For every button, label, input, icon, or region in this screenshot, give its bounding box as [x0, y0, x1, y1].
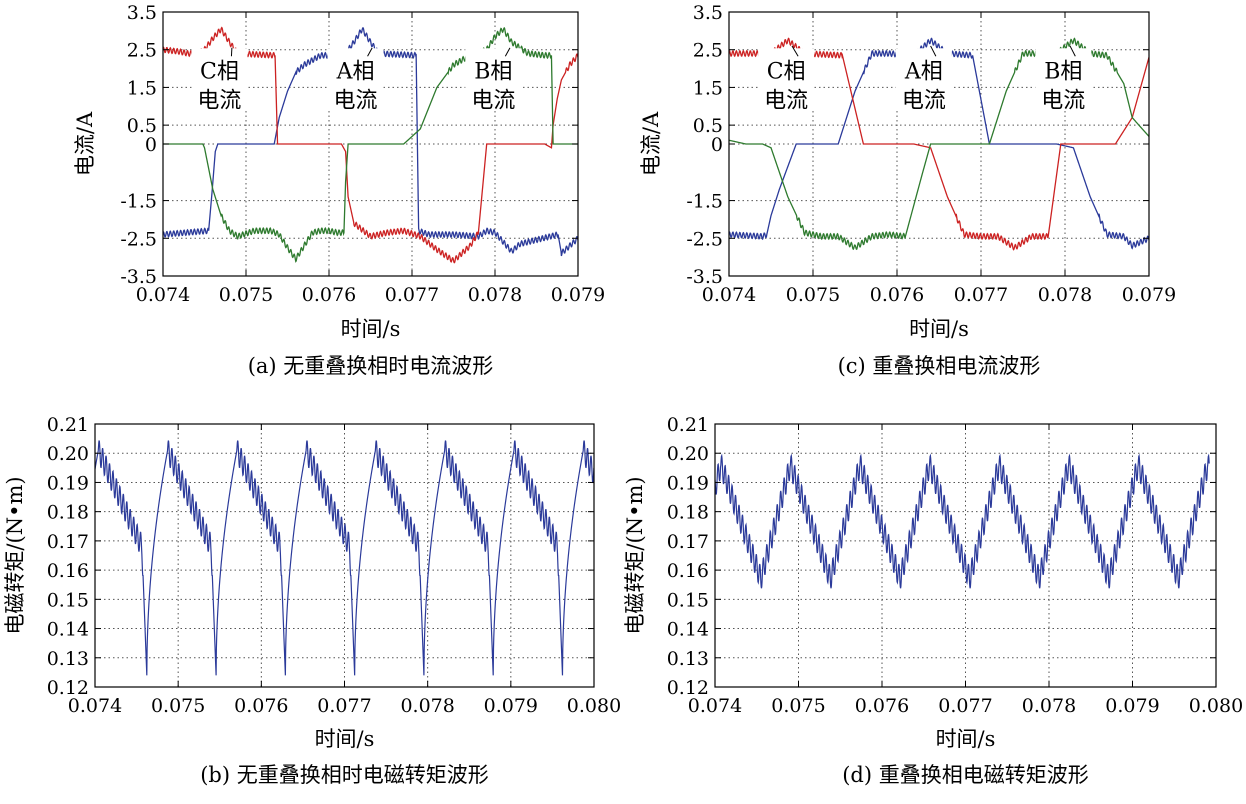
- y-tick-label: -3.5: [686, 266, 723, 288]
- y-tick-label: 0.20: [47, 443, 89, 465]
- y-tick-label: 0.16: [667, 560, 709, 582]
- figure-caption: (a) 无重叠换相时电流波形: [248, 354, 494, 378]
- y-tick-label: -3.5: [120, 266, 157, 288]
- x-tick-label: 0.079: [484, 695, 538, 717]
- x-axis-label: 时间/s: [341, 317, 401, 341]
- y-axis-label: 电磁转矩/(N•m): [623, 476, 647, 634]
- y-tick-label: 0.19: [667, 472, 709, 494]
- x-tick-label: 0.079: [551, 284, 605, 306]
- y-tick-label: -1.5: [686, 191, 723, 213]
- x-tick-label: 0.080: [1189, 695, 1243, 717]
- y-tick-label: 0: [711, 134, 723, 156]
- y-axis-label: 电流/A: [73, 111, 97, 176]
- x-tick-label: 0.077: [938, 695, 992, 717]
- y-tick-label: 0.18: [47, 502, 89, 524]
- annotation-line2: 电流: [1041, 88, 1085, 113]
- y-tick-label: 0.17: [47, 531, 89, 553]
- y-tick-label: 0.13: [47, 648, 89, 670]
- figure-caption: (c) 重叠换相电流波形: [838, 354, 1041, 378]
- x-tick-label: 0.076: [302, 284, 356, 306]
- annotation-line2: 电流: [764, 88, 808, 113]
- annotation-line1: A相: [336, 59, 375, 84]
- y-tick-label: 0.19: [47, 472, 89, 494]
- annotation-line1: C相: [200, 59, 239, 84]
- y-tick-label: 0.21: [667, 414, 709, 436]
- x-tick-label: 0.079: [1105, 695, 1159, 717]
- x-tick-label: 0.077: [954, 284, 1008, 306]
- y-tick-label: -2.5: [120, 228, 157, 250]
- y-tick-label: 2.5: [127, 40, 157, 62]
- x-tick-label: 0.077: [385, 284, 439, 306]
- y-tick-label: 0.20: [667, 443, 709, 465]
- y-tick-label: 0.21: [47, 414, 89, 436]
- y-tick-label: 0.12: [47, 677, 89, 699]
- annotation-line1: A相: [904, 59, 943, 84]
- annotation-line2: 电流: [197, 88, 241, 113]
- annotation-line1: B相: [474, 59, 512, 84]
- annotation-line2: 电流: [902, 88, 946, 113]
- figure-caption: (b) 无重叠换相时电磁转矩波形: [200, 763, 489, 787]
- y-tick-label: -1.5: [120, 191, 157, 213]
- y-tick-label: 0.16: [47, 560, 89, 582]
- figure-caption: (d) 重叠换相电磁转矩波形: [842, 763, 1089, 787]
- x-tick-label: 0.076: [234, 695, 288, 717]
- x-tick-label: 0.078: [1022, 695, 1076, 717]
- series-line-0: [715, 456, 1209, 589]
- x-tick-label: 0.076: [870, 284, 924, 306]
- y-tick-label: 1.5: [693, 77, 723, 99]
- annotation-line2: 电流: [334, 88, 378, 113]
- x-axis-label: 时间/s: [909, 317, 969, 341]
- y-tick-label: 2.5: [693, 40, 723, 62]
- x-tick-label: 0.075: [151, 695, 205, 717]
- annotation-line1: B相: [1044, 59, 1082, 84]
- y-axis-label: 电磁转矩/(N•m): [3, 476, 27, 634]
- y-tick-label: 0.15: [667, 589, 709, 611]
- x-tick-label: 0.078: [468, 284, 522, 306]
- y-tick-label: 3.5: [127, 2, 157, 24]
- y-tick-label: 0.13: [667, 648, 709, 670]
- x-tick-label: 0.078: [1038, 284, 1092, 306]
- y-tick-label: 3.5: [693, 2, 723, 24]
- x-tick-label: 0.077: [317, 695, 371, 717]
- x-tick-label: 0.075: [771, 695, 825, 717]
- y-tick-label: 0.14: [47, 619, 89, 641]
- annotation-line1: C相: [767, 59, 806, 84]
- y-tick-label: 0.17: [667, 531, 709, 553]
- x-tick-label: 0.075: [219, 284, 273, 306]
- y-tick-label: -2.5: [686, 228, 723, 250]
- y-tick-label: 0.14: [667, 619, 709, 641]
- y-tick-label: 0.12: [667, 677, 709, 699]
- y-tick-label: 0.15: [47, 589, 89, 611]
- y-tick-label: 0.18: [667, 502, 709, 524]
- y-axis-label: 电流/A: [639, 111, 663, 176]
- x-tick-label: 0.080: [567, 695, 621, 717]
- y-tick-label: 1.5: [127, 77, 157, 99]
- x-tick-label: 0.075: [786, 284, 840, 306]
- y-tick-label: 0: [145, 134, 157, 156]
- x-tick-label: 0.078: [400, 695, 454, 717]
- annotation-line2: 电流: [471, 88, 515, 113]
- x-tick-label: 0.076: [855, 695, 909, 717]
- series-group: [715, 456, 1209, 589]
- x-axis-label: 时间/s: [936, 727, 996, 751]
- x-axis-label: 时间/s: [315, 727, 375, 751]
- x-tick-label: 0.079: [1122, 284, 1176, 306]
